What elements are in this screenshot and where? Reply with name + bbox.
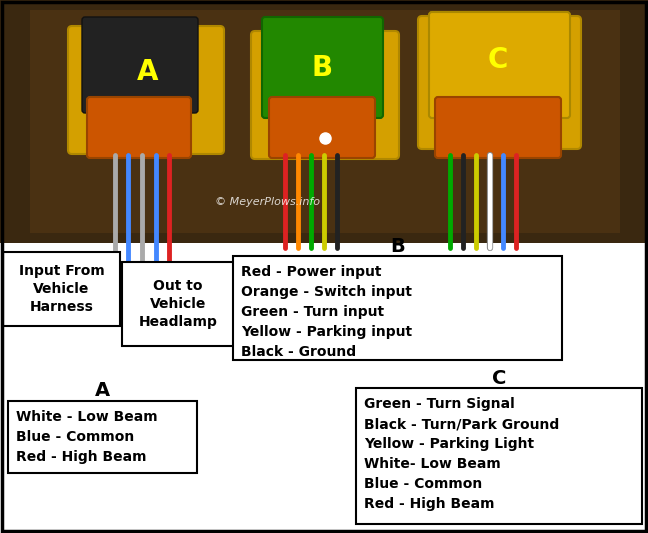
Text: White - Low Beam
Blue - Common
Red - High Beam: White - Low Beam Blue - Common Red - Hig… — [16, 410, 157, 464]
FancyBboxPatch shape — [251, 31, 399, 159]
Text: Out to
Vehicle
Headlamp: Out to Vehicle Headlamp — [139, 279, 218, 329]
Text: B: B — [390, 237, 405, 255]
FancyBboxPatch shape — [233, 256, 562, 360]
FancyBboxPatch shape — [8, 401, 197, 473]
Text: C: C — [492, 368, 506, 387]
Text: Green - Turn Signal
Black - Turn/Park Ground
Yellow - Parking Light
White- Low B: Green - Turn Signal Black - Turn/Park Gr… — [364, 397, 559, 511]
FancyBboxPatch shape — [262, 17, 383, 118]
Text: © MeyerPlows.info: © MeyerPlows.info — [215, 197, 320, 207]
Text: A: A — [137, 58, 159, 86]
FancyBboxPatch shape — [87, 97, 191, 158]
Text: C: C — [488, 46, 508, 74]
FancyBboxPatch shape — [82, 17, 198, 113]
Text: A: A — [95, 382, 110, 400]
FancyBboxPatch shape — [122, 262, 234, 346]
FancyBboxPatch shape — [418, 16, 581, 149]
Text: B: B — [312, 54, 332, 82]
FancyBboxPatch shape — [435, 97, 561, 158]
FancyBboxPatch shape — [0, 0, 648, 243]
Text: Input From
Vehicle
Harness: Input From Vehicle Harness — [19, 264, 104, 314]
Text: Red - Power input
Orange - Switch input
Green - Turn input
Yellow - Parking inpu: Red - Power input Orange - Switch input … — [241, 265, 412, 359]
FancyBboxPatch shape — [429, 12, 570, 118]
FancyBboxPatch shape — [0, 243, 648, 533]
FancyBboxPatch shape — [68, 26, 224, 154]
FancyBboxPatch shape — [269, 97, 375, 158]
FancyBboxPatch shape — [356, 388, 642, 524]
FancyBboxPatch shape — [3, 252, 120, 326]
FancyBboxPatch shape — [30, 10, 620, 233]
